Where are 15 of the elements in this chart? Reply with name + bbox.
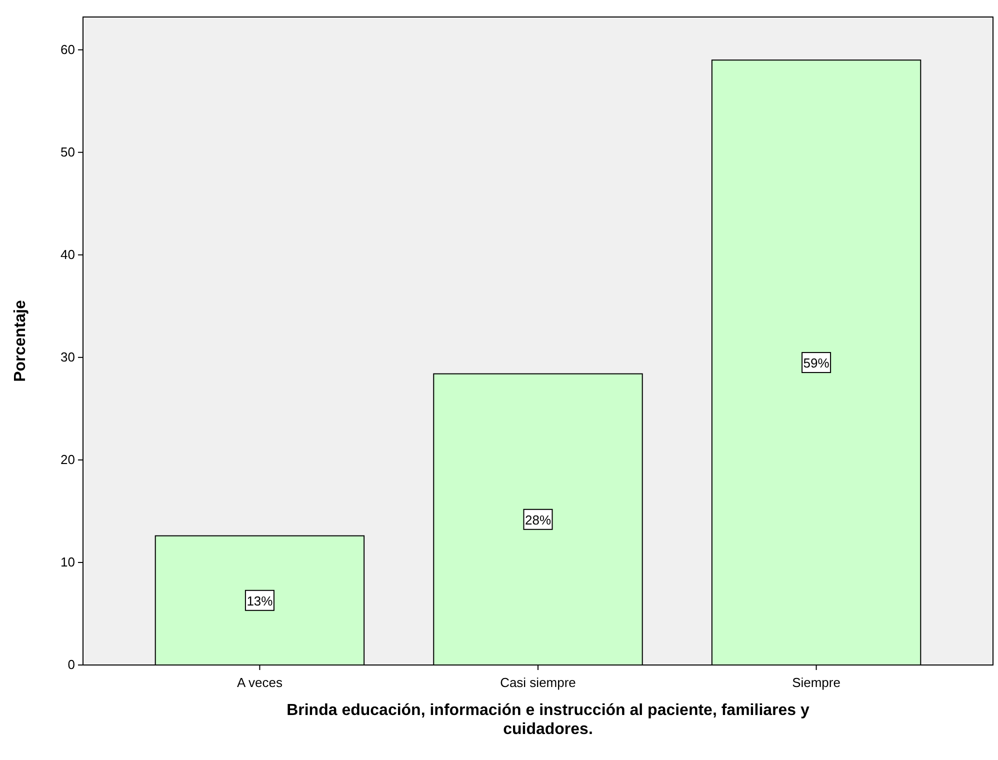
y-tick-label: 40 bbox=[60, 246, 75, 262]
y-tick-label: 10 bbox=[60, 554, 75, 570]
data-label: 59% bbox=[803, 356, 830, 371]
y-tick-label: 20 bbox=[60, 452, 75, 467]
y-tick-label: 50 bbox=[60, 144, 75, 160]
x-tick-label: Casi siempre bbox=[500, 675, 576, 690]
data-label: 13% bbox=[246, 593, 274, 608]
y-tick-label: 60 bbox=[60, 42, 75, 57]
x-axis-title: Brinda educación, información e instrucción al paciente, familiares y cuidadores. bbox=[286, 702, 810, 738]
x-tick-label: Siempre bbox=[792, 675, 840, 690]
y-tick-label: 0 bbox=[68, 657, 75, 672]
y-tick-label: 30 bbox=[60, 349, 75, 364]
y-axis-title: Porcentaje bbox=[12, 300, 29, 382]
data-label: 28% bbox=[524, 512, 552, 528]
x-tick-label: A veces bbox=[236, 675, 283, 690]
